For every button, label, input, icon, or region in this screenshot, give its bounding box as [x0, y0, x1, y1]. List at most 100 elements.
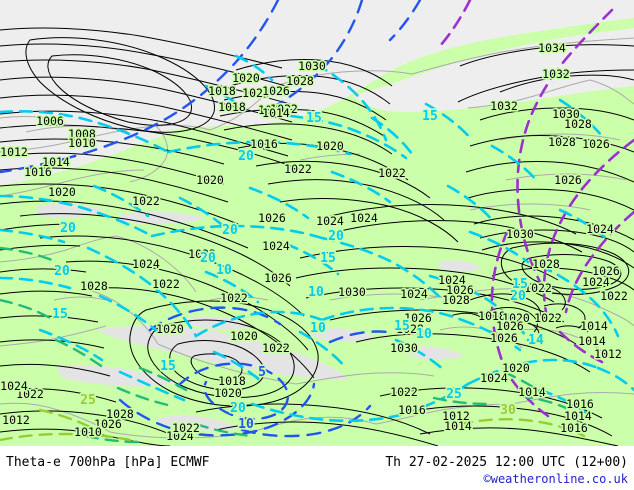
isobar-label: 1024 — [132, 257, 160, 271]
thetae-isopleth-5 — [0, 0, 422, 438]
isobar-label: 1024 — [0, 379, 28, 393]
isobar-label: 1026 — [446, 283, 474, 297]
thetae-label: 20 — [328, 229, 344, 244]
isobar-label: 1028 — [396, 322, 424, 336]
footer-bar: Theta-e 700hPa [hPa] ECMWF Th 27-02-2025… — [0, 446, 634, 490]
isobar-label: 1012 — [442, 409, 470, 423]
thetae-label: 10 — [238, 417, 254, 432]
thetae-label: 10 — [308, 285, 324, 300]
thetae-label: 25 — [80, 393, 96, 408]
isobar-label: 1016 — [24, 165, 52, 179]
isobar-contours — [0, 27, 634, 446]
isobar-label: 1014 — [580, 319, 608, 333]
isobar-label: 1022 — [16, 387, 44, 401]
isobar-label: 1030 — [506, 227, 534, 241]
isobar-label: 1034 — [538, 41, 566, 55]
isobar-label: 1026 — [404, 311, 432, 325]
isobar-label: 1022 — [524, 281, 552, 295]
isobar-label: 1018 — [218, 374, 246, 388]
thetae-label: 10 — [310, 321, 326, 336]
isobar-label: 1026 — [264, 271, 292, 285]
thetae-label: 15 — [52, 307, 68, 322]
isobar-label: 1012 — [594, 347, 622, 361]
thetae-label: 25 — [446, 387, 462, 402]
thetae-isopleth-purple — [438, 0, 634, 418]
isobar-label: 1026 — [496, 319, 524, 333]
isobar-label: 1022 — [534, 311, 562, 325]
thetae-label: 10 — [216, 263, 232, 278]
isobar-label: 1024 — [258, 103, 286, 117]
isobar-label: 1014 — [444, 419, 472, 433]
isobar-label: 1024 — [586, 222, 614, 236]
isobar-label: 1022 — [152, 277, 180, 291]
isobar-label: 1022 — [378, 166, 406, 180]
isobar-label: 1026 — [592, 264, 620, 278]
isobar-label: 1026 — [554, 173, 582, 187]
isobar-label: 1028 — [532, 257, 560, 271]
map-canvas[interactable]: 1006 1008 1010 1012 1014 1016 1020 1022 1020 1022… — [0, 0, 634, 446]
isobar-label: 1022 — [188, 247, 216, 261]
isobar-label: 1020 — [316, 139, 344, 153]
isobar-label: 1016 — [250, 137, 278, 151]
thetae-label: 10 — [416, 327, 432, 342]
thetae-label: 15 — [512, 277, 528, 292]
isobar-label: 1020 — [214, 386, 242, 400]
thetae-label: 20 — [54, 264, 70, 279]
copyright-credit[interactable]: ©weatheronline.co.uk — [483, 472, 629, 486]
isobar-label: 1026 — [262, 84, 290, 98]
isobar-label: 1024 — [350, 211, 378, 225]
isobar-label: 1020 — [48, 185, 76, 199]
isobar-label: 1022 — [270, 102, 298, 116]
isobar-label: 1022 — [172, 421, 200, 435]
isobar-label: 1018 — [208, 84, 236, 98]
isobar-label: 1030 — [390, 341, 418, 355]
isobar-label: 1022 — [600, 289, 628, 303]
isobar-label: 1028 — [442, 293, 470, 307]
isobar-label: 1010 — [68, 136, 96, 150]
isobar-label: 1014 — [578, 334, 606, 348]
isobar-label: 1026 — [490, 331, 518, 345]
isobar-label: 1016 — [398, 403, 426, 417]
isobar-label: 1028 — [80, 279, 108, 293]
isobar-label: 1014 — [262, 106, 290, 120]
isobar-label: 1028 — [286, 74, 314, 88]
isobar-label: 1032 — [490, 99, 518, 113]
isobar-label: 1012 — [2, 413, 30, 427]
valid-datetime: Th 27-02-2025 12:00 UTC (12+00) — [385, 455, 628, 470]
thetae-label: 30 — [500, 403, 516, 418]
isobar-label: 1020 — [502, 311, 530, 325]
isobar-label: 1010 — [74, 425, 102, 439]
isobar-label: 1006 — [36, 114, 64, 128]
isobar-label: 1018 — [478, 309, 506, 323]
isobar-label: 1026 — [582, 137, 610, 151]
isobar-label: 1022 — [390, 385, 418, 399]
isobar-label: 1020 — [232, 71, 260, 85]
thetae-label: 15 — [422, 109, 438, 124]
isobar-label: 1020 — [196, 173, 224, 187]
thetae-label: 15 — [394, 319, 410, 334]
thetae-label: 15 — [320, 251, 336, 266]
isobar-label: 1016 — [566, 397, 594, 411]
isobar-label: 1024 — [400, 287, 428, 301]
isobar-label: 1014 — [518, 385, 546, 399]
thetae-isopleth-olive — [0, 408, 586, 442]
isobar-label: 1008 — [68, 127, 96, 141]
isobar-label: 1024 — [582, 275, 610, 289]
isobar-label: 1028 — [106, 407, 134, 421]
isobar-label: 1022 — [284, 162, 312, 176]
isobar-label: 1022 — [262, 341, 290, 355]
isobar-label: 1024 — [166, 429, 194, 443]
isobar-label: 1020 — [502, 361, 530, 375]
thetae-label: 20 — [222, 223, 238, 238]
contour-map-svg: 1006100810101012101410161020102210201022… — [0, 0, 634, 446]
isobar-label: 1024 — [480, 371, 508, 385]
isobar-label: 1028 — [548, 135, 576, 149]
isobar-label: 1024 — [242, 86, 270, 100]
isobar-label: 1020 — [230, 329, 258, 343]
isobar-label: 1026 — [94, 417, 122, 431]
thetae-label: 15 — [306, 111, 322, 126]
thetae-label: 20 — [238, 149, 254, 164]
isobar-labels: 1006100810101012101410161020102210201022… — [0, 39, 629, 444]
